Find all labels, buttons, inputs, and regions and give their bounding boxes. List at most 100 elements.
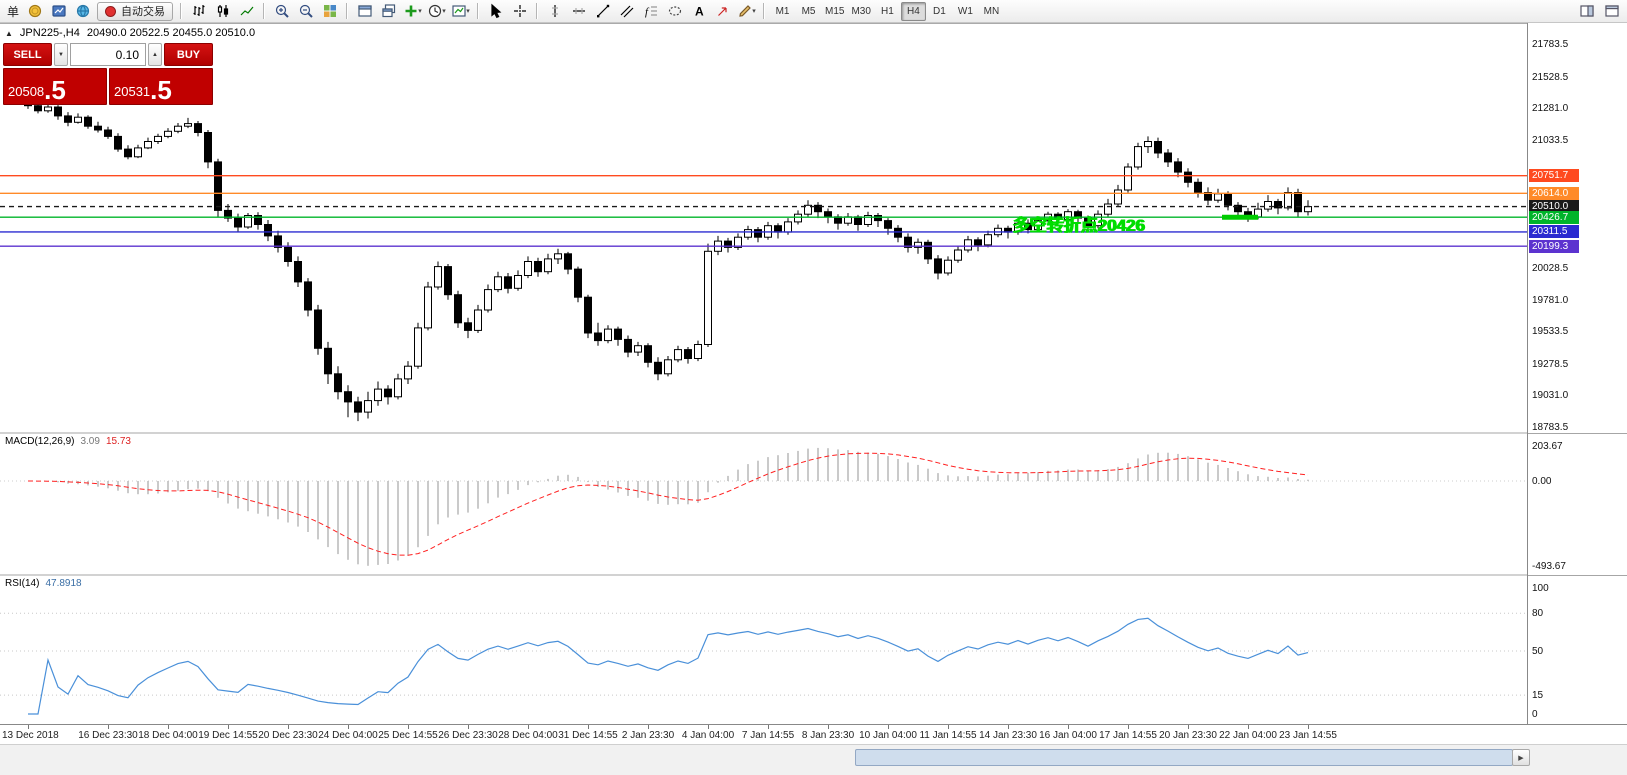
timeframe-button-h1[interactable]: H1: [875, 2, 900, 21]
macd-main-value: 3.09: [80, 436, 100, 447]
horizontal-lines[interactable]: [0, 174, 1527, 247]
timeframe-button-m5[interactable]: M5: [796, 2, 821, 21]
toolbar-separator: [477, 3, 480, 19]
sell-price-pips: .5: [44, 75, 66, 105]
buy-button[interactable]: BUY: [164, 43, 213, 66]
cascade-windows-icon[interactable]: [377, 1, 400, 22]
fibonacci-icon[interactable]: f: [639, 1, 662, 22]
horizontal-scrollbar[interactable]: ▶: [0, 744, 1627, 775]
time-axis-label: 19 Dec 14:55: [198, 730, 258, 741]
rsi-value: 47.8918: [45, 578, 82, 589]
candlesticks[interactable]: [24, 97, 1312, 422]
tile-windows-icon[interactable]: [318, 1, 341, 22]
trendline-icon[interactable]: [591, 1, 614, 22]
templates-icon[interactable]: ▾: [449, 1, 472, 22]
buy-price-display[interactable]: 20531 .5: [109, 68, 213, 105]
periods-icon[interactable]: ▾: [425, 1, 448, 22]
time-axis-tick: [708, 725, 709, 729]
timeframe-button-h4[interactable]: H4: [900, 1, 926, 21]
price-level-tag: 20614.0: [1529, 186, 1579, 200]
zoom-in-icon[interactable]: [270, 1, 293, 22]
pane-divider[interactable]: [1528, 575, 1627, 576]
indicators-icon[interactable]: ▾: [401, 1, 424, 22]
dock-window-icon[interactable]: [1575, 1, 1598, 22]
new-order-icon[interactable]: [23, 1, 46, 22]
time-axis-label: 17 Jan 14:55: [1099, 730, 1157, 741]
timeframe-button-m15[interactable]: M15: [822, 2, 847, 21]
timeframe-button-m30[interactable]: M30: [848, 2, 873, 21]
rsi-axis-label: 15: [1532, 690, 1544, 702]
toolbar-separator: [263, 3, 266, 19]
price-axis[interactable]: 21783.5 21528.5 21281.0 21033.5 20028.5 19781…: [1527, 23, 1627, 724]
time-axis-label: 31 Dec 14:55: [558, 730, 618, 741]
volume-input[interactable]: [70, 43, 146, 66]
time-axis-label: 26 Dec 23:30: [438, 730, 498, 741]
price-axis-label: 21281.0: [1532, 103, 1569, 115]
toolbar-separator: [536, 3, 539, 19]
time-axis-label: 22 Jan 04:00: [1219, 730, 1277, 741]
time-axis-tick: [1068, 725, 1069, 729]
draw-menu-icon[interactable]: ▾: [735, 1, 758, 22]
time-axis-tick: [348, 725, 349, 729]
horizontal-line-icon[interactable]: [567, 1, 590, 22]
chart-title: ▲ JPN225-,H4 20490.0 20522.5 20455.0 205…: [5, 27, 255, 39]
time-axis-tick: [108, 725, 109, 729]
price-axis-label: 21783.5: [1532, 39, 1569, 50]
svg-text:多空转折点20426: 多空转折点20426: [1012, 215, 1144, 235]
svg-text:A: A: [695, 5, 704, 19]
time-axis-label: 25 Dec 14:55: [378, 730, 438, 741]
bar-chart-icon[interactable]: [187, 1, 210, 22]
price-level-tag: 20426.7: [1529, 210, 1579, 224]
scrollbar-right-arrow[interactable]: ▶: [1512, 749, 1530, 766]
time-axis-label: 16 Jan 04:00: [1039, 730, 1097, 741]
time-axis-tick: [468, 725, 469, 729]
crosshair-icon[interactable]: [508, 1, 531, 22]
timeframe-button-mn[interactable]: MN: [979, 2, 1004, 21]
arrow-icon[interactable]: [711, 1, 734, 22]
volume-increase-button[interactable]: ▲: [148, 43, 162, 66]
time-axis-tick: [1008, 725, 1009, 729]
time-axis-tick: [288, 725, 289, 729]
time-axis-tick: [1308, 725, 1309, 729]
shapes-icon[interactable]: [663, 1, 686, 22]
cursor-icon[interactable]: [484, 1, 507, 22]
text-icon[interactable]: A: [687, 1, 710, 22]
pane-divider[interactable]: [1528, 433, 1627, 434]
time-axis-label: 24 Dec 04:00: [318, 730, 378, 741]
price-axis-label: 19781.0: [1532, 294, 1569, 306]
timeframe-button-w1[interactable]: W1: [953, 2, 978, 21]
channel-icon[interactable]: [615, 1, 638, 22]
autotrading-label: 自动交易: [121, 6, 166, 18]
toolbar-left-group: 单自动交易 ▾ ▾ ▾ f A ▾ M1 M5 M15 M30 H1 H4 D1 W1 MN: [4, 1, 1575, 22]
zoom-out-icon[interactable]: [294, 1, 317, 22]
time-axis-tick: [948, 725, 949, 729]
orders-menu[interactable]: 单: [7, 4, 20, 19]
sell-button[interactable]: SELL: [3, 43, 52, 66]
autotrading-button[interactable]: 自动交易: [97, 1, 174, 21]
scrollbar-thumb[interactable]: [855, 749, 1513, 766]
arrange-windows-icon[interactable]: [353, 1, 376, 22]
one-click-trading-panel: SELL ▼ ▲ BUY 20508 .5 20531 .5: [3, 43, 213, 105]
macd-pane: [0, 432, 1527, 566]
current-price-tag: 20510.0: [1529, 200, 1579, 214]
new-chart-window-icon[interactable]: [1600, 1, 1623, 22]
rsi-pane: [0, 574, 1527, 715]
rsi-axis-label: 0: [1532, 709, 1538, 720]
time-axis-tick: [1128, 725, 1129, 729]
time-axis-tick: [768, 725, 769, 729]
vertical-line-icon[interactable]: [543, 1, 566, 22]
volume-decrease-button[interactable]: ▼: [54, 43, 68, 66]
timeframe-button-d1[interactable]: D1: [927, 2, 952, 21]
chart-window[interactable]: 多空转折点20426 多空转折点20426 ▲ JPN225-,H4 20490.…: [0, 23, 1527, 724]
candlestick-icon[interactable]: [211, 1, 234, 22]
time-axis-tick: [588, 725, 589, 729]
sell-price-display[interactable]: 20508 .5: [3, 68, 107, 105]
profile-icon[interactable]: [47, 1, 70, 22]
line-chart-icon[interactable]: [235, 1, 258, 22]
price-axis-label: 21528.5: [1532, 71, 1569, 83]
community-icon[interactable]: [71, 1, 94, 22]
time-axis[interactable]: 13 Dec 2018 16 Dec 23:30 18 Dec 04:00 19 De…: [0, 724, 1627, 744]
timeframe-button-m1[interactable]: M1: [770, 2, 795, 21]
